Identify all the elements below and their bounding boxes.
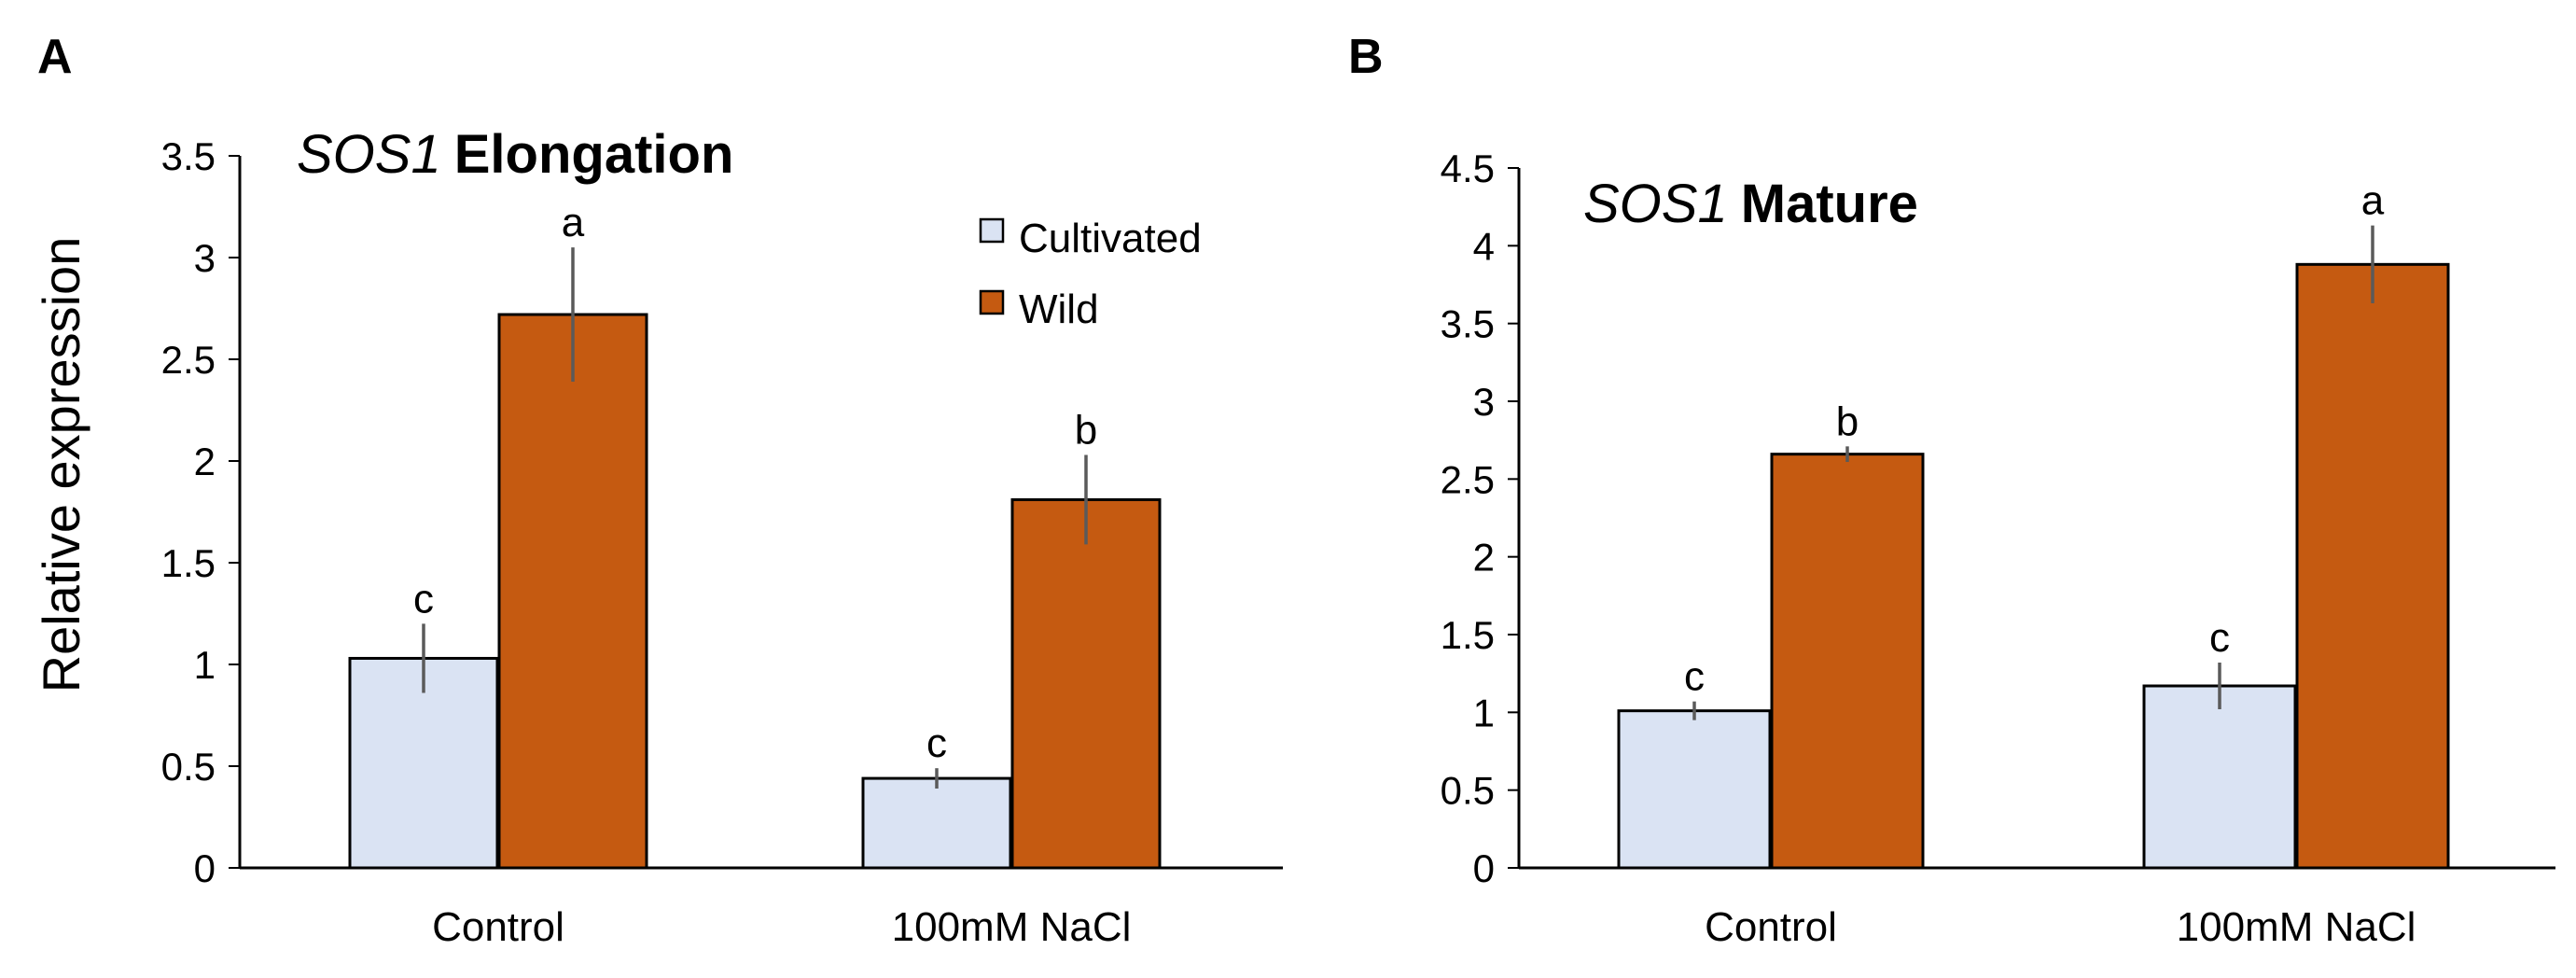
panel-a-sig-letter-cultivated-control: c [413,576,434,622]
legend-label-wild: Wild [1019,286,1099,332]
panel-b-y-tick-label: 1 [1473,691,1495,734]
legend-swatch-wild [979,289,1005,315]
panel-b-y-ticks [1508,167,1519,869]
panel-b-y-tick-label: 3 [1473,380,1495,424]
panel-b-y-tick-label: 2.5 [1441,457,1495,501]
panel-a-category-label-nacl: 100mM NaCl [892,904,1132,950]
panel-b-category-label-control: Control [1705,904,1837,950]
panel-b-y-tick-label: 3.5 [1441,302,1495,346]
legend-swatch-cultivated [979,217,1005,244]
panel-a-y-ticks [229,155,240,869]
panel-b-sig-letter-wild-nacl: a [2361,178,2385,224]
panel-a-y-tick-label: 1 [194,643,216,687]
panel-a-significance-letters: c c a b [413,200,1097,766]
panel-b-title-stage: Mature [1741,174,1918,234]
panel-a-sig-letter-wild-nacl: b [1075,407,1097,453]
panel-b-bar-wild-nacl [2295,262,2450,870]
panel-a-y-tick-label: 2 [194,440,216,483]
panel-b: B SOS1 Mature 0 0.5 1 1.5 2 2.5 3 3.5 4 4… [1348,30,2555,950]
panel-a-bar-wild-control [497,313,648,870]
panel-a-bar-cultivated-control [348,656,499,870]
panel-a-title-stage: Elongation [454,124,734,185]
panel-a-label: A [37,30,73,84]
panel-b-bars [1617,225,2450,870]
panel-a-y-tick-label: 3.5 [161,134,216,178]
legend: Cultivated Wild [979,216,1202,332]
panel-a-category-label-control: Control [432,904,564,950]
panel-b-y-tick-label: 0.5 [1441,769,1495,813]
panel-b-y-tick-label: 2 [1473,536,1495,580]
panel-b-sig-letter-cultivated-nacl: c [2209,615,2230,661]
panel-b-y-tick-labels: 0 0.5 1 1.5 2 2.5 3 3.5 4 4.5 [1441,147,1495,890]
panel-a-category-labels: Control 100mM NaCl [432,904,1131,950]
panel-b-title-gene: SOS1 [1583,174,1728,234]
panel-b-y-tick-label: 1.5 [1441,613,1495,657]
panel-a-y-tick-label: 1.5 [161,541,216,585]
panel-a-y-tick-label: 0 [194,846,216,890]
panel-b-bar-cultivated-nacl [2142,684,2297,870]
panel-a-bar-cultivated-nacl [861,776,1012,870]
panel-b-title: SOS1 Mature [1583,174,1918,234]
panel-a-y-tick-label: 2.5 [161,338,216,382]
panel-b-significance-letters: c c b a [1684,178,2385,700]
panel-a-bar-wild-nacl [1010,497,1162,870]
panel-b-y-tick-label: 0 [1473,846,1495,890]
panel-a-title-gene: SOS1 [297,124,441,185]
panel-b-y-tick-label: 4.5 [1441,147,1495,190]
panel-a-bars [348,247,1162,870]
legend-label-cultivated: Cultivated [1019,216,1202,261]
panel-b-category-label-nacl: 100mM NaCl [2177,904,2416,950]
panel-a-y-axis-label: Relative expression [32,237,91,693]
panel-b-bar-wild-control [1770,453,1925,870]
panel-a: A SOS1 Elongation Relative expression 0 0… [32,30,1283,950]
panel-b-label: B [1348,30,1384,84]
panel-a-sig-letter-wild-control: a [562,200,585,245]
panel-b-sig-letter-cultivated-control: c [1684,654,1705,700]
panel-a-title: SOS1 Elongation [297,124,733,185]
panel-b-bar-cultivated-control [1617,709,1772,870]
panel-a-y-tick-label: 3 [194,236,216,280]
panel-b-category-labels: Control 100mM NaCl [1705,904,2416,950]
panel-b-sig-letter-wild-control: b [1836,398,1859,444]
panel-a-y-tick-label: 0.5 [161,745,216,789]
panel-b-y-tick-label: 4 [1473,224,1495,268]
panel-a-y-tick-labels: 0 0.5 1 1.5 2 2.5 3 3.5 [161,134,216,890]
panel-a-sig-letter-cultivated-nacl: c [926,720,947,766]
